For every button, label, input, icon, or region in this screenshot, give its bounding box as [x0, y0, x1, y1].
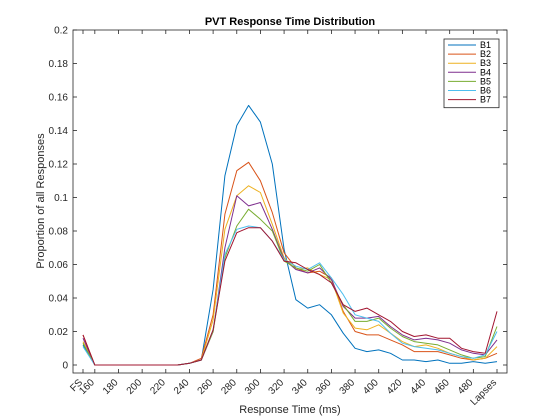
- y-tick-label: 0.04: [49, 294, 69, 305]
- y-tick-label: 0: [62, 361, 68, 372]
- y-tick-label: 0.12: [49, 160, 69, 171]
- legend-entry-B7: B7: [480, 95, 491, 105]
- y-tick-label: 0.14: [49, 126, 69, 137]
- x-axis-label: Response Time (ms): [239, 404, 340, 416]
- y-tick-label: 0.16: [49, 93, 69, 104]
- y-tick-label: 0.06: [49, 260, 69, 271]
- y-tick-label: 0.1: [54, 193, 68, 204]
- y-tick-label: 0.18: [49, 59, 69, 70]
- chart-title: PVT Response Time Distribution: [205, 16, 376, 28]
- y-tick-label: 0.2: [54, 26, 68, 37]
- y-tick-label: 0.02: [49, 327, 69, 338]
- y-axis-label: Proportion of all Responses: [35, 133, 47, 269]
- y-tick-label: 0.08: [49, 227, 69, 238]
- plot-area: [73, 30, 507, 373]
